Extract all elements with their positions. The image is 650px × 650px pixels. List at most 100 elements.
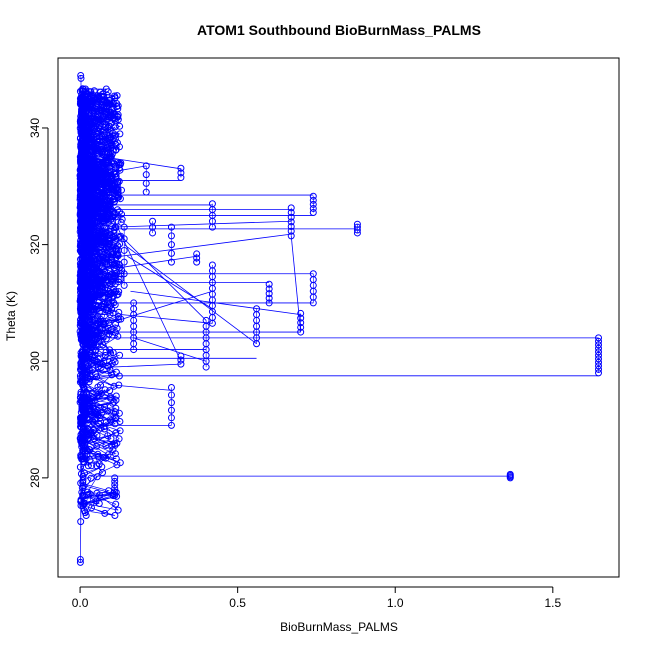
data-point [95,107,103,115]
connector-line [117,255,197,269]
data-point [104,244,112,251]
data-point [93,291,101,299]
data-point [79,152,87,160]
data-point [97,390,105,397]
data-point [111,441,119,449]
data-point [112,500,120,508]
data-point [81,270,89,278]
data-point [116,122,124,130]
data-point [116,130,124,138]
data-point [108,105,116,113]
data-point [76,556,84,563]
data-point [112,404,120,412]
data-point [84,488,92,496]
data-point [91,163,99,171]
data-point [107,113,115,121]
data-point [104,324,112,332]
data-point [106,134,114,141]
y-axis-label: Theta (K) [4,291,18,341]
data-point [98,229,106,237]
data-point [112,368,120,376]
data-point [108,175,115,183]
data-point [78,377,86,385]
data-point [111,197,119,205]
data-point [114,192,122,199]
x-axis-label: BioBurnMass_PALMS [280,620,398,634]
data-point [83,263,91,271]
data-point [106,311,114,319]
data-point [88,316,96,324]
data-point [98,190,106,198]
data-point [92,301,100,309]
data-point [88,504,95,512]
data-point [78,429,86,437]
data-point [79,143,87,151]
data-point [78,109,85,117]
data-point [117,315,125,323]
data-point [105,135,113,143]
data-point [99,253,107,261]
data-point [84,462,92,470]
data-point [84,106,92,114]
data-point [85,200,93,208]
data-point [88,462,96,470]
data-point [101,260,109,267]
data-point [111,358,119,366]
x-tick-label: 0.5 [229,596,246,610]
data-point [94,391,102,399]
data-point [110,288,118,296]
data-point [94,289,102,297]
connector-line [130,290,301,315]
data-point [89,366,97,374]
data-point [101,235,109,243]
data-point [93,442,101,450]
data-point [95,118,103,126]
data-point [80,386,88,393]
data-point [106,99,114,107]
data-point [81,287,89,295]
data-point [77,287,85,294]
data-point [102,272,109,280]
data-point [95,419,103,427]
data-point [116,208,123,216]
connector-line [114,221,182,362]
data-point [80,326,88,333]
data-point [79,381,87,389]
data-point [78,228,86,236]
data-point [102,335,110,343]
data-point [81,469,88,477]
data-point [77,168,85,176]
data-point [77,295,85,303]
data-point [100,454,107,461]
data-point [81,316,89,324]
plot-area [76,72,603,566]
x-tick-label: 1.5 [544,596,561,610]
data-point [79,477,87,484]
data-point [77,74,85,82]
data-point [83,300,91,308]
data-point [76,558,84,566]
data-point [77,116,85,123]
data-point [106,394,114,402]
data-point [90,294,98,301]
data-point [101,150,109,158]
data-point [77,99,85,107]
data-point [94,138,102,146]
connector-line [111,220,292,228]
data-point [111,123,119,131]
data-point [93,148,101,156]
data-point [108,256,116,264]
y-tick-label: 320 [28,234,42,254]
data-point [82,512,90,519]
connector-line [290,235,302,333]
data-point [104,124,112,131]
data-point [87,258,95,266]
data-point [92,233,99,241]
data-point [109,446,117,454]
data-point [85,230,93,238]
data-point [82,131,90,139]
data-point [90,87,98,95]
data-point [94,275,102,283]
connector-line [120,314,213,324]
data-point [88,156,96,164]
